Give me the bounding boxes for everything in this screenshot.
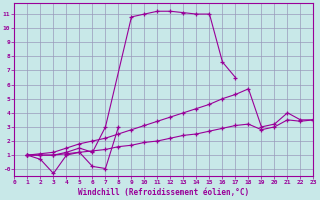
X-axis label: Windchill (Refroidissement éolien,°C): Windchill (Refroidissement éolien,°C) bbox=[78, 188, 250, 197]
